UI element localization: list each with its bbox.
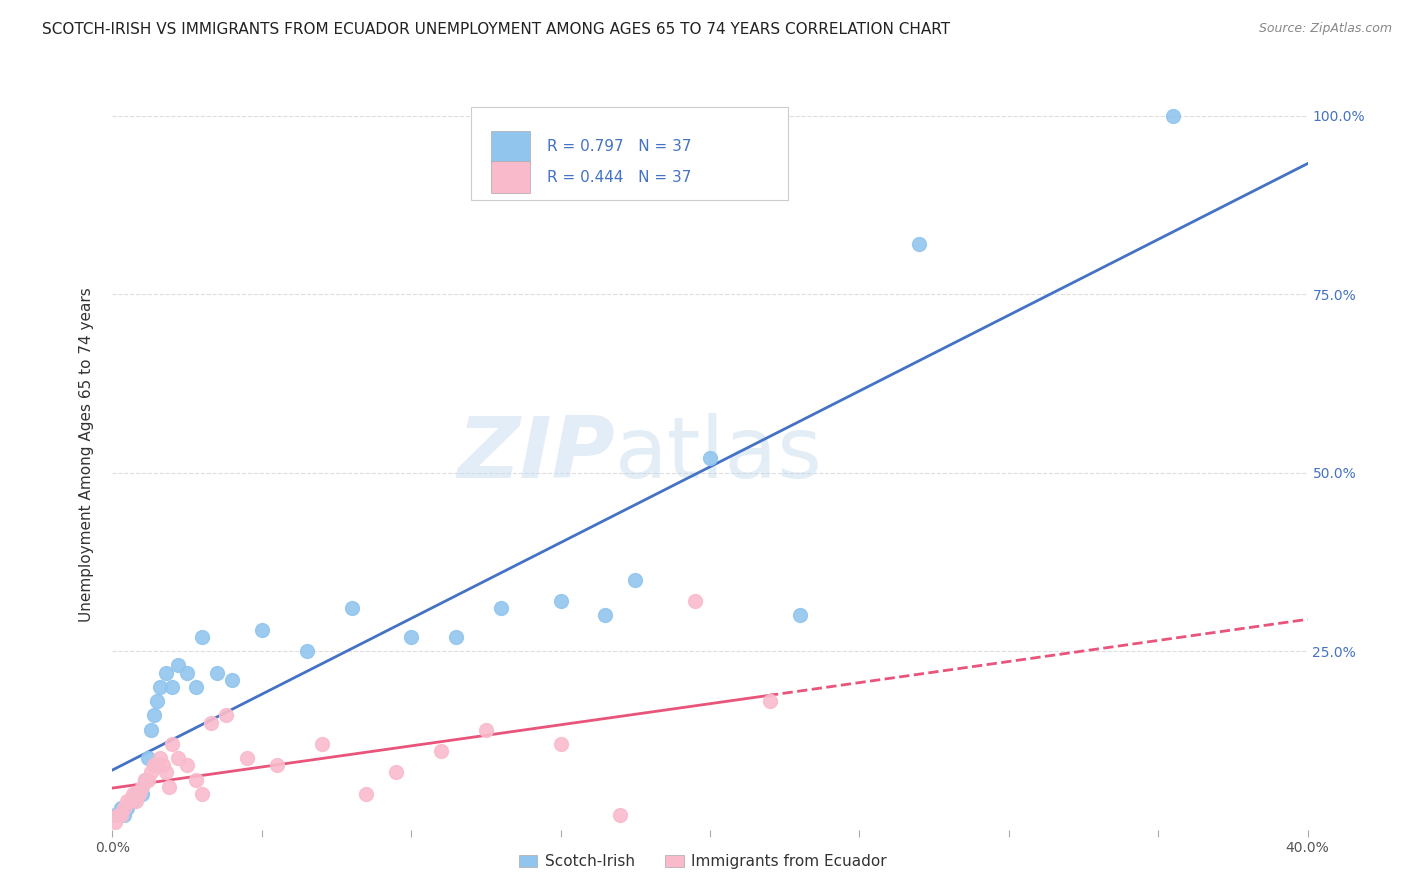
Point [221, 673, 243, 687]
Point [138, 751, 160, 765]
Point [143, 708, 166, 723]
Point [609, 808, 631, 822]
Point [131, 787, 153, 801]
Point [295, 644, 318, 658]
Point [120, 794, 142, 808]
Point [125, 794, 148, 808]
Text: R = 0.444   N = 37: R = 0.444 N = 37 [547, 169, 692, 185]
Point [759, 694, 782, 708]
Point [138, 772, 160, 787]
Point [311, 737, 333, 751]
Point [191, 787, 214, 801]
Point [155, 765, 177, 780]
FancyBboxPatch shape [471, 106, 787, 200]
Point [176, 758, 198, 772]
Point [149, 751, 172, 765]
Point [146, 758, 169, 772]
Point [134, 772, 156, 787]
Point [131, 780, 153, 794]
Text: Source: ZipAtlas.com: Source: ZipAtlas.com [1258, 22, 1392, 36]
Point [152, 758, 174, 772]
Point [104, 815, 127, 830]
Point [146, 694, 169, 708]
Point [155, 665, 177, 680]
Point [789, 608, 811, 623]
Point [149, 680, 172, 694]
Point [104, 808, 127, 822]
Point [624, 573, 647, 587]
Point [205, 665, 228, 680]
Point [167, 751, 190, 765]
Point [356, 787, 378, 801]
Point [110, 808, 132, 822]
Point [1161, 109, 1184, 123]
Text: ZIP: ZIP [457, 413, 614, 497]
Point [191, 630, 214, 644]
Point [157, 780, 180, 794]
Point [110, 801, 132, 815]
Point [340, 601, 363, 615]
Point [475, 723, 498, 737]
Point [128, 787, 150, 801]
Point [117, 801, 139, 815]
Point [683, 594, 706, 608]
Point [114, 801, 135, 815]
Point [385, 765, 408, 780]
Text: SCOTCH-IRISH VS IMMIGRANTS FROM ECUADOR UNEMPLOYMENT AMONG AGES 65 TO 74 YEARS C: SCOTCH-IRISH VS IMMIGRANTS FROM ECUADOR … [42, 22, 950, 37]
Point [162, 737, 183, 751]
Point [141, 765, 163, 780]
Point [122, 787, 145, 801]
Y-axis label: Unemployment Among Ages 65 to 74 years: Unemployment Among Ages 65 to 74 years [79, 287, 94, 623]
Point [489, 601, 512, 615]
Point [186, 680, 208, 694]
Point [141, 723, 163, 737]
Point [117, 794, 139, 808]
Point [250, 623, 273, 637]
Point [550, 594, 572, 608]
Bar [491, 131, 530, 162]
Point [122, 794, 145, 808]
Point [167, 658, 190, 673]
Point [215, 708, 238, 723]
Point [128, 787, 150, 801]
Point [107, 808, 129, 822]
Point [176, 665, 198, 680]
Point [550, 737, 572, 751]
Point [107, 808, 129, 822]
Text: atlas: atlas [614, 413, 823, 497]
Text: R = 0.797   N = 37: R = 0.797 N = 37 [547, 139, 692, 154]
Point [200, 715, 222, 730]
Point [595, 608, 617, 623]
Point [143, 758, 166, 772]
Bar [491, 161, 530, 193]
Point [266, 758, 288, 772]
Point [125, 787, 148, 801]
Point [162, 680, 183, 694]
Point [120, 794, 142, 808]
Point [444, 630, 467, 644]
Point [699, 451, 721, 466]
Point [114, 808, 135, 822]
Point [430, 744, 453, 758]
Point [908, 237, 931, 252]
Point [134, 772, 156, 787]
Legend: Scotch-Irish, Immigrants from Ecuador: Scotch-Irish, Immigrants from Ecuador [513, 848, 893, 875]
Point [236, 751, 259, 765]
Point [186, 772, 208, 787]
Point [401, 630, 423, 644]
